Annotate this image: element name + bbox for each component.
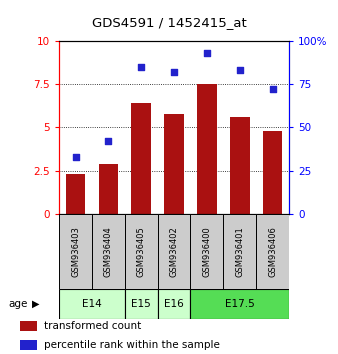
Bar — [20, 321, 37, 331]
Bar — [66, 174, 86, 214]
Bar — [191, 289, 289, 319]
Bar — [131, 103, 151, 214]
Point — [204, 50, 210, 56]
Point — [106, 138, 111, 144]
Bar — [158, 214, 191, 289]
Point — [73, 154, 78, 160]
Text: GSM936405: GSM936405 — [137, 226, 146, 277]
Text: E16: E16 — [164, 298, 184, 309]
Bar — [223, 214, 256, 289]
Text: E14: E14 — [82, 298, 102, 309]
Bar — [125, 214, 158, 289]
Point — [237, 67, 242, 73]
Text: E17.5: E17.5 — [225, 298, 255, 309]
Bar — [59, 289, 125, 319]
Text: GSM936402: GSM936402 — [170, 226, 178, 277]
Text: GSM936404: GSM936404 — [104, 226, 113, 277]
Bar — [263, 131, 283, 214]
Bar — [164, 114, 184, 214]
Bar — [197, 84, 217, 214]
Point — [139, 64, 144, 69]
Text: GSM936400: GSM936400 — [202, 226, 211, 277]
Bar — [20, 340, 37, 350]
Text: GSM936406: GSM936406 — [268, 226, 277, 277]
Bar — [99, 164, 118, 214]
Text: E15: E15 — [131, 298, 151, 309]
Bar — [256, 214, 289, 289]
Text: age: age — [8, 299, 28, 309]
Bar — [59, 214, 92, 289]
Text: ▶: ▶ — [32, 299, 39, 309]
Text: GSM936403: GSM936403 — [71, 226, 80, 277]
Point — [171, 69, 177, 75]
Bar — [191, 214, 223, 289]
Bar — [230, 117, 249, 214]
Text: GDS4591 / 1452415_at: GDS4591 / 1452415_at — [92, 16, 246, 29]
Text: transformed count: transformed count — [44, 321, 141, 331]
Text: percentile rank within the sample: percentile rank within the sample — [44, 340, 220, 350]
Bar — [125, 289, 158, 319]
Text: GSM936401: GSM936401 — [235, 226, 244, 277]
Bar — [158, 289, 191, 319]
Point — [270, 86, 275, 92]
Bar — [92, 214, 125, 289]
